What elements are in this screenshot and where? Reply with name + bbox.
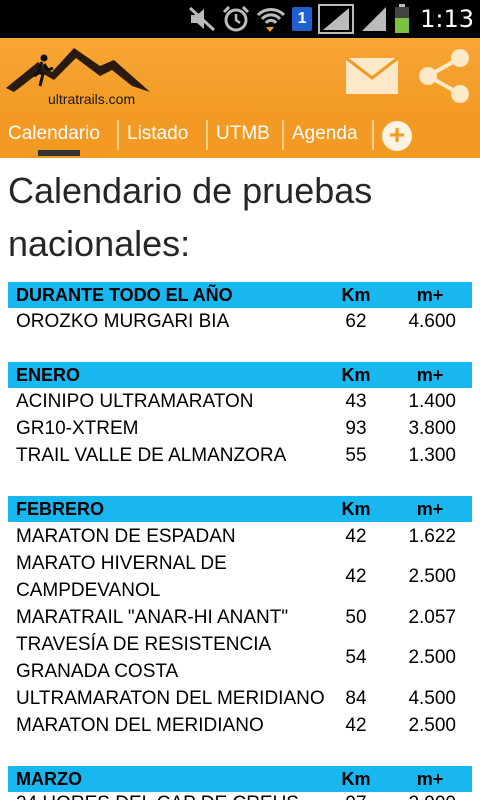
section-name: FEBRERO xyxy=(16,499,105,519)
wifi-icon xyxy=(256,4,286,34)
mail-button[interactable] xyxy=(344,54,400,98)
race-name: MARATRAIL "ANAR-HI ANANT" xyxy=(16,607,289,628)
race-km: 42 xyxy=(345,715,367,736)
page-title: Calendario de pruebas nacionales: xyxy=(8,170,373,264)
race-km: 55 xyxy=(345,445,367,466)
tab-divider xyxy=(372,120,374,150)
envelope-icon xyxy=(345,56,399,94)
race-name: ACINIPO ULTRAMARATON xyxy=(16,391,254,412)
app-header: ultratrails.com xyxy=(0,38,480,114)
race-km: 42 xyxy=(345,566,367,587)
notification-badge: 1 xyxy=(292,4,313,34)
race-name: GR10-XTREM xyxy=(16,418,139,439)
race-km: 50 xyxy=(345,607,367,628)
race-name: MARATON DEL MERIDIANO xyxy=(16,715,264,736)
race-km: 97 xyxy=(338,792,374,800)
battery-icon xyxy=(394,4,410,34)
race-mplus: 1.400 xyxy=(408,391,456,412)
tab-divider xyxy=(117,120,119,150)
section-header: FEBRERO Km m+ xyxy=(8,496,472,522)
column-mplus: m+ xyxy=(416,365,444,385)
logo[interactable]: ultratrails.com xyxy=(4,42,152,110)
column-km: Km xyxy=(341,365,371,385)
table-row[interactable]: ULTRAMARATON DEL MERIDIANO 84 4.500 xyxy=(8,685,472,712)
race-name: TRAIL VALLE DE ALMANZORA xyxy=(16,445,287,466)
tab-listado[interactable]: Listado xyxy=(127,123,189,144)
race-mplus: 2.057 xyxy=(408,607,456,628)
race-name: OROZKO MURGARI BIA xyxy=(16,311,230,332)
column-mplus: m+ xyxy=(416,769,444,789)
add-tab-icon[interactable]: + xyxy=(382,121,412,151)
race-mplus: 1.300 xyxy=(408,445,456,466)
cell-signal-icon xyxy=(360,4,388,34)
section-name: ENERO xyxy=(16,365,81,385)
race-mplus: 2.900 xyxy=(386,792,456,800)
share-button[interactable] xyxy=(416,48,472,104)
race-name: ULTRAMARATON DEL MERIDIANO xyxy=(16,688,325,709)
race-name: MARATO HIVERNAL DE CAMPDEVANOL xyxy=(16,553,227,601)
clock: 1:13 xyxy=(420,5,474,33)
race-mplus: 4.500 xyxy=(408,688,456,709)
race-km: 43 xyxy=(345,391,367,412)
table-row[interactable]: TRAVESÍA DE RESISTENCIA GRANADA COSTA 54… xyxy=(8,631,472,685)
race-mplus: 2.500 xyxy=(408,647,456,668)
tab-divider xyxy=(282,120,284,150)
table-row[interactable]: OROZKO MURGARI BIA 62 4.600 xyxy=(8,308,472,335)
race-mplus: 4.600 xyxy=(408,311,456,332)
tab-calendario[interactable]: Calendario xyxy=(8,123,100,144)
race-mplus: 3.800 xyxy=(408,418,456,439)
race-km: 42 xyxy=(345,526,367,547)
column-mplus: m+ xyxy=(416,499,444,519)
share-icon xyxy=(419,49,469,103)
section-name: DURANTE TODO EL AÑO xyxy=(16,285,233,305)
mountain-runner-icon xyxy=(6,48,150,92)
race-mplus: 1.622 xyxy=(408,526,456,547)
logo-text: ultratrails.com xyxy=(48,91,136,107)
race-km: 84 xyxy=(345,688,367,709)
mute-icon xyxy=(188,4,216,34)
column-mplus: m+ xyxy=(416,285,444,305)
section-name: MARZO xyxy=(16,769,82,789)
status-bar: 1 1:13 xyxy=(0,0,480,38)
race-name: TRAVESÍA DE RESISTENCIA GRANADA COSTA xyxy=(16,634,271,682)
table-row[interactable]: TRAIL VALLE DE ALMANZORA 55 1.300 xyxy=(8,442,472,469)
race-km: 54 xyxy=(345,647,367,668)
table-row[interactable]: MARATO HIVERNAL DE CAMPDEVANOL 42 2.500 xyxy=(8,550,472,604)
section-header: DURANTE TODO EL AÑO Km m+ xyxy=(8,282,472,308)
active-tab-indicator xyxy=(38,150,80,156)
table-row[interactable]: 24 HORES DEL CAP DE CREUS 97 2.900 xyxy=(8,792,472,800)
column-km: Km xyxy=(341,285,371,305)
table-row[interactable]: MARATON DEL MERIDIANO 42 2.500 xyxy=(8,712,472,739)
column-km: Km xyxy=(341,769,371,789)
race-name: MARATON DE ESPADAN xyxy=(16,526,236,547)
section-header: MARZO Km m+ xyxy=(8,766,472,792)
race-km: 93 xyxy=(345,418,367,439)
race-name: 24 HORES DEL CAP DE CREUS xyxy=(16,792,316,800)
table-row[interactable]: MARATON DE ESPADAN 42 1.622 xyxy=(8,523,472,550)
column-km: Km xyxy=(341,499,371,519)
section-header: ENERO Km m+ xyxy=(8,362,472,388)
tab-utmb[interactable]: UTMB xyxy=(216,123,270,144)
tab-agenda[interactable]: Agenda xyxy=(292,123,358,144)
alarm-icon xyxy=(222,4,250,34)
race-km: 62 xyxy=(345,311,367,332)
table-row[interactable]: MARATRAIL "ANAR-HI ANANT" 50 2.057 xyxy=(8,604,472,631)
race-mplus: 2.500 xyxy=(408,715,456,736)
signal-strength-icon xyxy=(318,4,355,34)
tab-divider xyxy=(206,120,208,150)
race-mplus: 2.500 xyxy=(408,566,456,587)
table-row[interactable]: ACINIPO ULTRAMARATON 43 1.400 xyxy=(8,388,472,415)
table-row[interactable]: GR10-XTREM 93 3.800 xyxy=(8,415,472,442)
